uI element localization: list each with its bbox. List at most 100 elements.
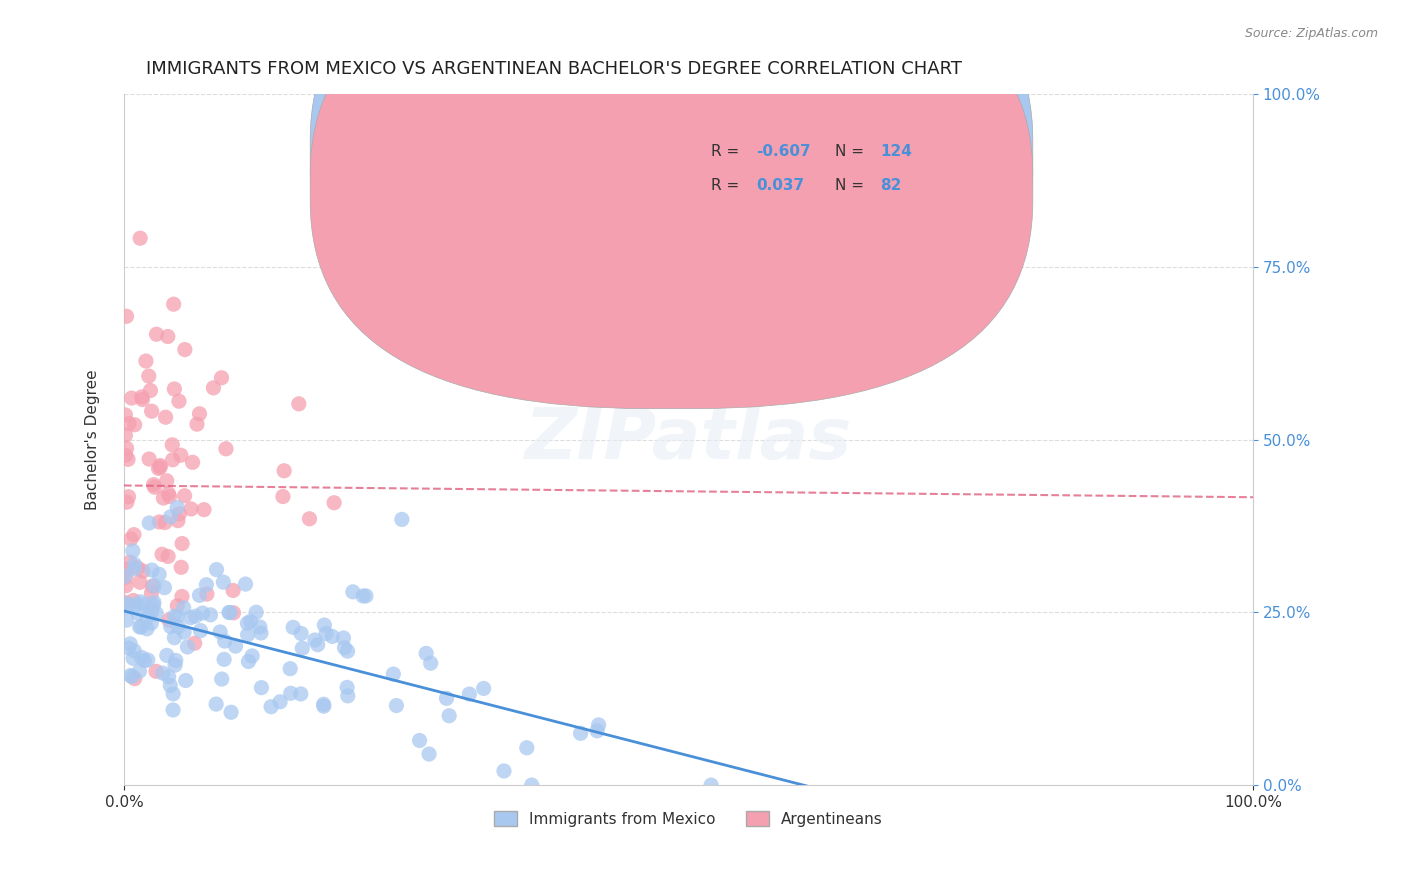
Y-axis label: Bachelor's Degree: Bachelor's Degree	[86, 369, 100, 510]
Point	[173, 600, 195, 615]
Point	[314, 618, 336, 632]
Point	[141, 563, 163, 577]
Point	[127, 561, 149, 575]
Point	[240, 648, 263, 663]
Point	[211, 672, 233, 686]
Point	[298, 512, 321, 526]
Point	[588, 718, 610, 732]
Point	[122, 593, 145, 607]
Point	[127, 606, 149, 620]
Point	[139, 384, 162, 398]
Point	[163, 382, 186, 396]
Point	[391, 512, 413, 526]
Point	[304, 633, 326, 648]
Point	[117, 452, 139, 467]
Point	[245, 605, 267, 619]
Point	[167, 514, 190, 528]
Point	[135, 611, 157, 625]
Point	[218, 606, 240, 620]
Point	[291, 641, 314, 656]
Point	[131, 392, 153, 407]
Point	[148, 461, 170, 475]
Point	[124, 417, 146, 432]
Point	[250, 626, 273, 640]
Point	[125, 598, 148, 612]
Point	[212, 575, 235, 590]
Point	[167, 619, 190, 633]
Point	[419, 656, 441, 670]
Point	[163, 297, 186, 311]
Point	[333, 640, 356, 655]
Point	[124, 562, 146, 576]
Point	[115, 310, 138, 324]
Point	[120, 532, 142, 546]
Text: ZIPatlas: ZIPatlas	[524, 405, 852, 475]
Point	[315, 626, 337, 640]
Point	[219, 606, 242, 620]
Point	[283, 620, 305, 634]
Point	[180, 610, 202, 624]
Point	[156, 474, 179, 488]
Point	[145, 607, 167, 621]
Point	[114, 569, 136, 583]
Point	[238, 655, 260, 669]
Point	[148, 515, 170, 529]
Point	[323, 496, 346, 510]
Point	[156, 648, 179, 663]
Point	[170, 560, 193, 574]
Point	[122, 651, 145, 665]
Point	[191, 606, 214, 620]
Point	[222, 606, 245, 620]
Point	[122, 527, 145, 541]
Point	[236, 616, 259, 631]
Point	[121, 670, 143, 684]
Point	[250, 681, 273, 695]
Point	[408, 733, 430, 747]
Point	[118, 640, 141, 655]
Point	[118, 417, 141, 431]
Point	[278, 662, 301, 676]
Point	[458, 687, 481, 701]
Point	[131, 390, 153, 404]
Point	[516, 740, 538, 755]
Text: 82: 82	[880, 178, 901, 193]
Point	[205, 563, 228, 577]
Point	[141, 404, 163, 418]
Point	[437, 708, 460, 723]
Point	[115, 570, 138, 584]
Point	[163, 609, 186, 624]
Point	[290, 687, 312, 701]
Point	[115, 613, 138, 627]
Point	[312, 699, 335, 714]
Point	[180, 502, 202, 516]
Point	[115, 563, 138, 577]
Point	[142, 579, 165, 593]
Point	[150, 547, 173, 561]
Point	[135, 354, 157, 368]
Text: R =: R =	[711, 178, 744, 193]
FancyBboxPatch shape	[311, 0, 1033, 374]
Point	[215, 442, 238, 456]
Text: 0.037: 0.037	[756, 178, 804, 193]
Point	[142, 595, 165, 609]
Point	[149, 458, 172, 473]
Point	[121, 391, 143, 405]
Point	[136, 653, 159, 667]
Point	[211, 371, 233, 385]
Point	[131, 650, 153, 665]
Point	[141, 605, 163, 619]
Point	[167, 394, 190, 409]
Point	[169, 507, 191, 521]
Point	[159, 678, 181, 692]
Point	[162, 452, 184, 467]
Point	[188, 588, 211, 602]
Point	[354, 589, 377, 603]
Text: N =: N =	[835, 144, 869, 159]
Point	[134, 598, 156, 612]
Point	[162, 687, 184, 701]
Point	[138, 369, 160, 384]
Point	[336, 681, 359, 695]
Point	[212, 652, 235, 666]
Point	[141, 586, 163, 600]
Point	[181, 455, 204, 469]
